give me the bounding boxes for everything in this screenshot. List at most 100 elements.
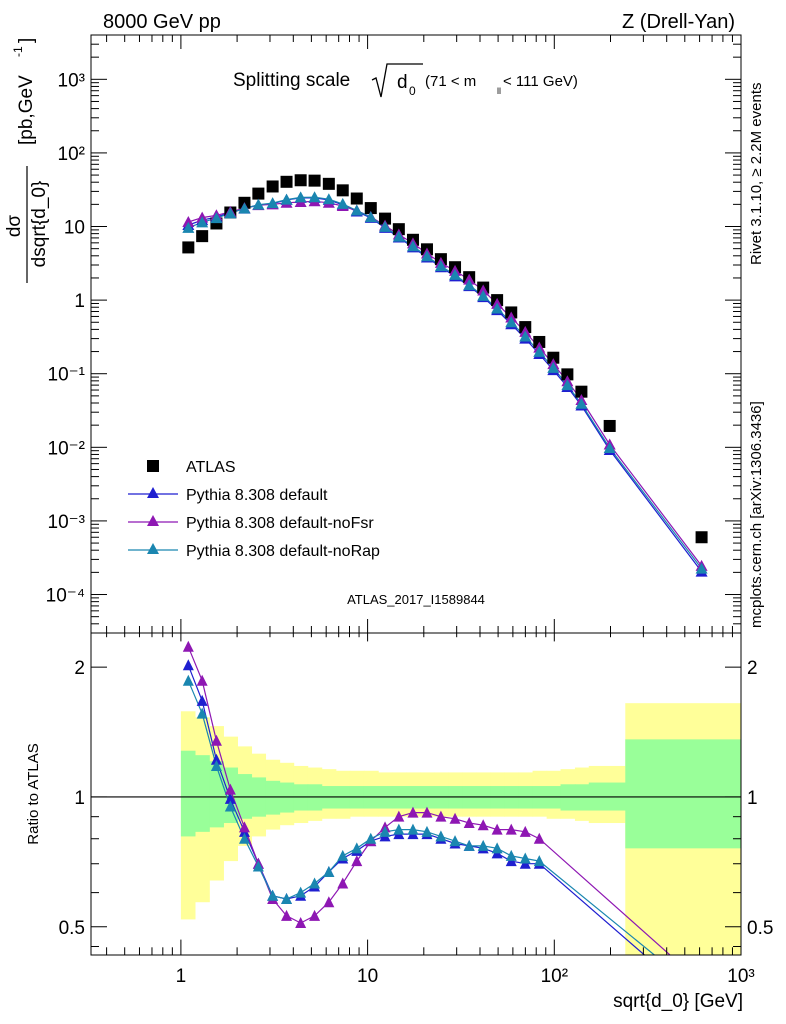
- lower-ytick-label: 0.5: [59, 918, 85, 939]
- atlas-data-point: [561, 368, 574, 381]
- inner-band-bin: [194, 755, 210, 832]
- ratio-marker-2: [533, 855, 545, 867]
- atlas-data-point: [350, 192, 363, 205]
- ratio-marker-2: [463, 839, 475, 851]
- upper-ytick-label: 10²: [58, 144, 85, 165]
- series-line-3: [188, 196, 703, 569]
- lower-ylabel: Ratio to ATLAS: [25, 743, 42, 844]
- ratio-marker-2: [281, 892, 293, 904]
- ratio-marker-2: [295, 886, 307, 898]
- ratio-marker-2: [238, 832, 250, 844]
- lower-ytick-label-right: 0.5: [747, 918, 773, 939]
- series-marker-3: [210, 212, 223, 224]
- inner-band-bin: [625, 739, 742, 849]
- chart-title: Splitting scale: [233, 70, 350, 91]
- ratio-marker-0: [196, 694, 208, 706]
- lower-ytick-labels-right: 0.5 1 2: [747, 658, 773, 939]
- series-marker-3: [434, 260, 447, 272]
- series-marker-3: [406, 240, 419, 252]
- series-marker-3: [533, 345, 546, 357]
- legend-label-atlas: ATLAS: [186, 459, 236, 476]
- atlas-data-point: [336, 184, 349, 197]
- xtick-label: 10³: [727, 966, 754, 987]
- upper-ticks: [91, 34, 742, 634]
- ratio-marker-1: [463, 817, 475, 829]
- ratio-marker-1: [421, 806, 433, 818]
- atlas-data-point: [196, 230, 209, 243]
- ratio-marker-0: [210, 753, 222, 765]
- ratio-marker-1: [393, 810, 405, 822]
- ratio-series-markers: [182, 640, 545, 929]
- series-marker-3: [252, 198, 265, 210]
- ratio-marker-1: [196, 674, 208, 686]
- ratio-marker-2: [393, 823, 405, 835]
- lower-panel: 0.5 1 2 0.5 1 2 1 10 10² 10³ Ratio to ATLAS sqr…: [25, 632, 773, 1012]
- series-marker-3: [364, 211, 377, 223]
- series-marker-3: [322, 193, 335, 205]
- atlas-data-point: [603, 419, 616, 432]
- series-marker-2: [182, 216, 195, 228]
- ratio-marker-1: [337, 877, 349, 889]
- ratio-marker-1: [224, 783, 236, 795]
- legend-label-default: Pythia 8.308 default: [186, 487, 328, 504]
- series-marker-3: [575, 397, 588, 409]
- svg-text:-1: -1: [11, 46, 25, 57]
- atlas-data-point: [575, 385, 588, 398]
- rivet-label: Rivet 3.1.10, ≥ 2.2M events: [748, 83, 765, 266]
- upper-series-markers: [182, 174, 708, 577]
- upper-ylabel: dσ dsqrt{d_0} [pb,GeV -1 ]: [4, 38, 50, 283]
- atlas-data-point: [695, 531, 708, 544]
- ratio-marker-2: [365, 832, 377, 844]
- header-left: 8000 GeV pp: [103, 11, 221, 33]
- ratio-marker-1: [281, 909, 293, 921]
- series-marker-3: [547, 361, 560, 373]
- ratio-marker-1: [210, 734, 222, 746]
- ratio-marker-1: [238, 821, 250, 833]
- xlabel: sqrt{d_0} [GeV]: [613, 991, 743, 1012]
- lower-ytick-label-right: 1: [747, 788, 758, 809]
- series-marker-3: [336, 197, 349, 209]
- series-marker-3: [392, 230, 405, 242]
- series-marker-3: [294, 191, 307, 203]
- atlas-data-point: [252, 187, 265, 200]
- upper-ytick-labels: 10⁻⁴ 10⁻³ 10⁻² 10⁻¹ 1 10 10² 10³: [46, 70, 85, 606]
- series-marker-3: [603, 441, 616, 453]
- lower-ytick-label: 2: [74, 658, 85, 679]
- header-right: Z (Drell-Yan): [622, 11, 735, 33]
- series-marker-3: [477, 289, 490, 301]
- xtick-label: 1: [176, 966, 187, 987]
- atlas-data-point: [322, 177, 335, 190]
- series-marker-3: [695, 562, 708, 574]
- atlas-data-point: [266, 180, 279, 193]
- svg-text:]: ]: [16, 38, 37, 43]
- atlas-data-point: [294, 174, 307, 187]
- upper-ytick-label: 10⁻¹: [48, 365, 86, 386]
- lower-ytick-label: 1: [74, 788, 85, 809]
- ratio-marker-2: [477, 839, 489, 851]
- series-marker-3: [449, 268, 462, 280]
- ratio-marker-1: [435, 810, 447, 822]
- legend-label-nofsr: Pythia 8.308 default-noFsr: [186, 515, 374, 532]
- series-marker-3: [196, 216, 209, 228]
- series-marker-3: [561, 379, 574, 391]
- ratio-marker-0: [182, 659, 194, 671]
- ratio-marker-2: [449, 835, 461, 847]
- legend-label-norap: Pythia 8.308 default-noRap: [186, 543, 380, 560]
- upper-ytick-label: 1: [74, 291, 85, 312]
- ratio-marker-2: [267, 889, 279, 901]
- xtick-label: 10: [357, 966, 378, 987]
- legend-marker-nofsr: [147, 515, 159, 526]
- ratio-line-2: [187, 680, 656, 955]
- ratio-marker-2: [421, 825, 433, 837]
- series-marker-3: [519, 330, 532, 342]
- upper-ytick-label: 10⁻⁴: [46, 586, 85, 607]
- title-cut: (71 < m: [425, 73, 476, 90]
- upper-ytick-label: 10⁻²: [48, 438, 86, 459]
- ratio-marker-1: [407, 806, 419, 818]
- ratio-marker-1: [182, 640, 194, 652]
- title-cut-close: < 111 GeV): [503, 73, 578, 90]
- atlas-data-point: [547, 351, 560, 364]
- series-marker-3: [266, 197, 279, 209]
- inner-band-bin: [180, 750, 196, 837]
- analysis-watermark: ATLAS_2017_I1589844: [347, 592, 485, 607]
